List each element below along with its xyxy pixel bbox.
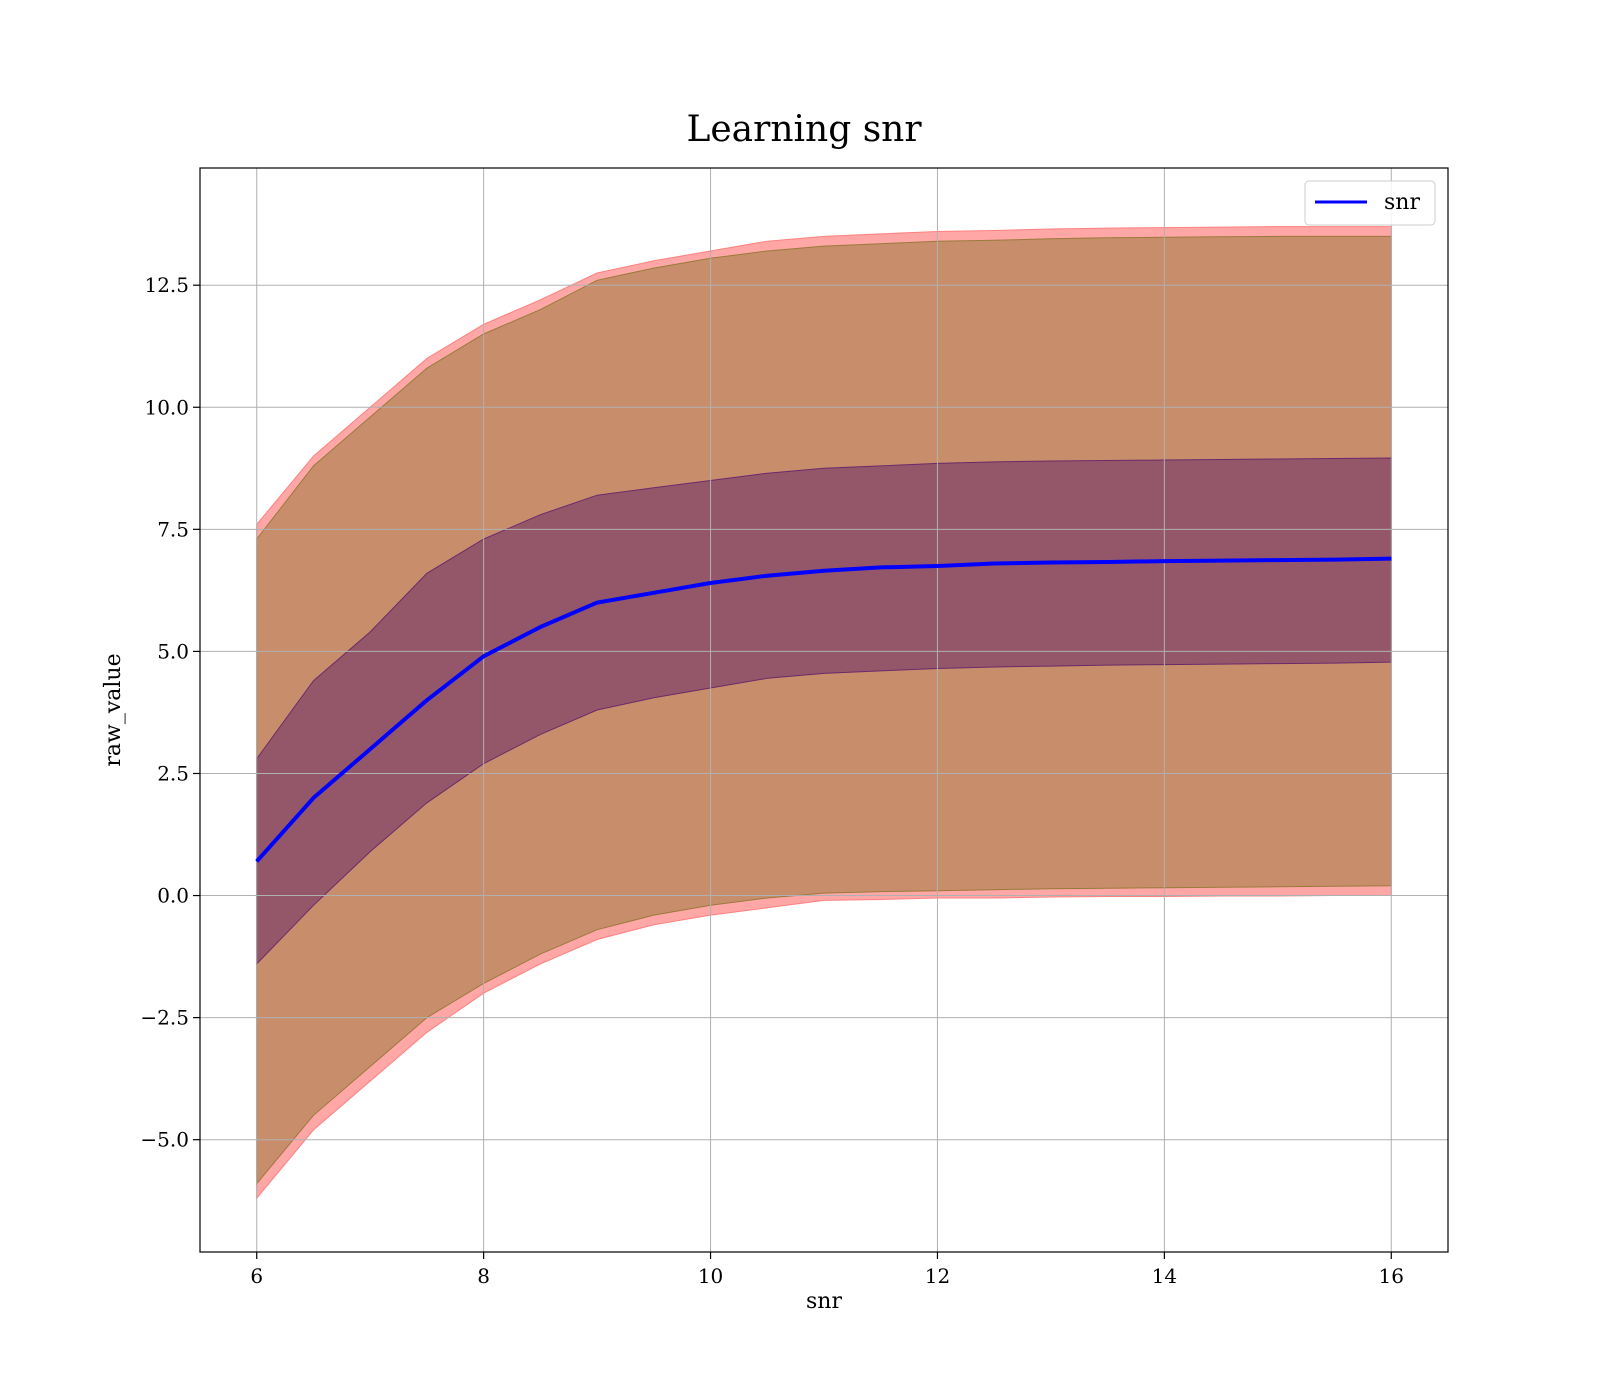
y-tick-label: 0.0 (157, 884, 189, 908)
legend: snr (1304, 180, 1436, 226)
chart-title: Learning snr (686, 109, 922, 150)
legend-label: snr (1384, 190, 1420, 215)
x-tick-label: 14 (1152, 1264, 1177, 1288)
x-ticks: 6 8 10 12 14 16 (250, 1252, 1404, 1288)
legend-box (1304, 180, 1436, 226)
y-tick-label: 2.5 (157, 761, 189, 785)
y-tick-label: 5.0 (157, 639, 189, 663)
series-line-snr (255, 556, 1392, 863)
y-tick-label: 12.5 (144, 273, 189, 297)
x-tick-label: 6 (250, 1264, 263, 1288)
y-tick-label: 10.0 (144, 395, 189, 419)
x-tick-label: 10 (698, 1264, 723, 1288)
x-tick-label: 16 (1379, 1264, 1404, 1288)
grid-layer (200, 168, 1448, 1252)
plot-frame (199, 167, 1449, 1253)
y-ticks: −5.0 −2.5 0.0 2.5 5.0 7.5 10.0 12.5 (140, 273, 200, 1152)
x-tick-label: 8 (477, 1264, 490, 1288)
y-tick-label: 7.5 (157, 517, 189, 541)
x-tick-label: 12 (925, 1264, 950, 1288)
x-axis-label: snr (806, 1289, 842, 1314)
bands-layer (256, 226, 1392, 1200)
y-axis-label: raw_value (101, 653, 126, 766)
y-tick-label: −2.5 (140, 1006, 189, 1030)
line-layer (255, 556, 1392, 863)
y-tick-label: −5.0 (140, 1128, 189, 1152)
